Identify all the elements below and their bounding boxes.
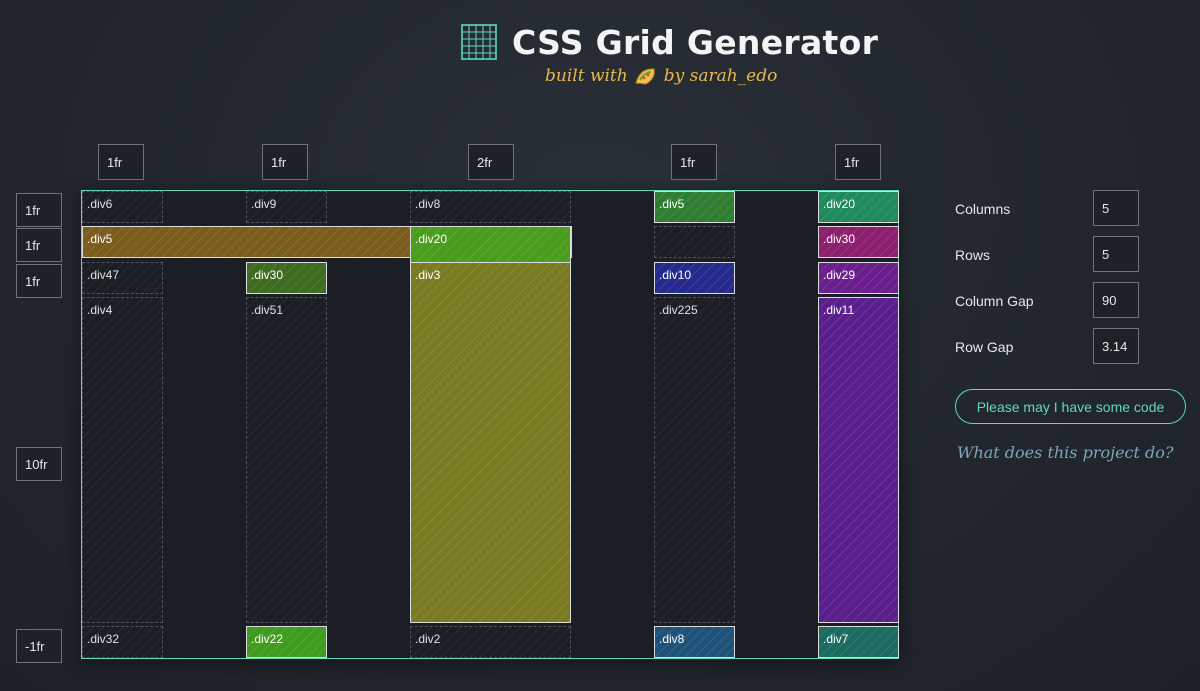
subtitle: built with by sarah_edo <box>545 66 777 86</box>
cell-label: .div6 <box>87 197 113 211</box>
row-gap-input[interactable]: 3.14 <box>1093 328 1139 364</box>
cell-label: .div32 <box>87 632 120 646</box>
area-label: .div5 <box>659 197 685 211</box>
grid-cell[interactable]: .div6 <box>82 191 163 223</box>
area-label: .div3 <box>415 268 441 282</box>
grid-area[interactable]: .div29 <box>818 262 899 294</box>
area-label: .div30 <box>251 268 284 282</box>
subtitle-built-with: built with <box>545 66 628 86</box>
taco-icon <box>635 68 655 85</box>
row-size-input-1[interactable]: 1fr <box>16 193 62 227</box>
column-gap-input[interactable]: 90 <box>1093 282 1139 318</box>
area-label: .div8 <box>659 632 685 646</box>
title-row: CSS Grid Generator <box>460 20 878 64</box>
header: CSS Grid Generator built with by sarah_e… <box>0 0 1200 100</box>
cell-label: .div2 <box>415 632 441 646</box>
column-size-input-2[interactable]: 1fr <box>262 144 308 180</box>
area-label: .div11 <box>823 303 855 317</box>
grid-area[interactable]: .div22 <box>246 626 327 658</box>
row-size-input-5[interactable]: -1fr <box>16 629 62 663</box>
grid-area[interactable]: .div30 <box>246 262 327 294</box>
row-size-input-3[interactable]: 1fr <box>16 264 62 298</box>
page-title: CSS Grid Generator <box>512 22 879 62</box>
grid-area[interactable]: .div30 <box>818 226 899 258</box>
rows-input[interactable]: 5 <box>1093 236 1139 272</box>
row-gap-label: Row Gap <box>955 339 1014 355</box>
grid-area[interactable]: .div3 <box>410 262 571 623</box>
grid-cell[interactable]: .div51 <box>246 297 327 623</box>
grid-area[interactable]: .div8 <box>654 626 735 658</box>
area-label: .div5 <box>87 232 113 246</box>
cell-label: .div47 <box>87 268 120 282</box>
cell-label: .div225 <box>659 303 698 317</box>
row-size-input-4[interactable]: 10fr <box>16 447 62 481</box>
grid-area[interactable]: .div11 <box>818 297 899 623</box>
get-code-button[interactable]: Please may I have some code <box>955 389 1186 424</box>
grid-cell[interactable]: .div47 <box>82 262 163 294</box>
row-size-input-2[interactable]: 1fr <box>16 228 62 262</box>
area-label: .div7 <box>823 632 849 646</box>
what-does-this-do-link[interactable]: What does this project do? <box>957 443 1174 462</box>
area-label: .div30 <box>823 232 856 246</box>
grid-cell[interactable]: .div32 <box>82 626 163 658</box>
grid-cell[interactable]: .div2 <box>410 626 571 658</box>
grid-area[interactable]: .div7 <box>818 626 899 658</box>
column-size-input-3[interactable]: 2fr <box>468 144 514 180</box>
cell-label: .div51 <box>251 303 284 317</box>
cell-label: .div9 <box>251 197 277 211</box>
columns-input[interactable]: 5 <box>1093 190 1139 226</box>
column-gap-label: Column Gap <box>955 293 1034 309</box>
grid-cell[interactable]: .div225 <box>654 297 735 623</box>
column-size-input-1[interactable]: 1fr <box>98 144 144 180</box>
area-label: .div22 <box>251 632 284 646</box>
grid-area[interactable]: .div20 <box>818 191 899 223</box>
grid-cell[interactable]: .div9 <box>246 191 327 223</box>
cell-label: .div8 <box>415 197 441 211</box>
area-label: .div29 <box>823 268 856 282</box>
area-label: .div20 <box>415 232 448 246</box>
grid-canvas[interactable]: .div6.div9.div8.div5.div20.div5.div102.d… <box>81 190 899 659</box>
grid-cell[interactable] <box>654 226 735 258</box>
grid-area[interactable]: .div10 <box>654 262 735 294</box>
area-label: .div20 <box>823 197 856 211</box>
rows-label: Rows <box>955 247 991 263</box>
grid-cell[interactable]: .div8 <box>410 191 571 223</box>
area-label: .div10 <box>659 268 692 282</box>
column-size-input-4[interactable]: 1fr <box>671 144 717 180</box>
columns-label: Columns <box>955 201 1011 217</box>
grid-cell[interactable]: .div4 <box>82 297 163 623</box>
cell-label: .div4 <box>87 303 113 317</box>
subtitle-author: by sarah_edo <box>663 66 778 86</box>
grid-area[interactable]: .div5 <box>654 191 735 223</box>
column-size-input-5[interactable]: 1fr <box>835 144 881 180</box>
grid-logo-icon <box>461 24 497 60</box>
